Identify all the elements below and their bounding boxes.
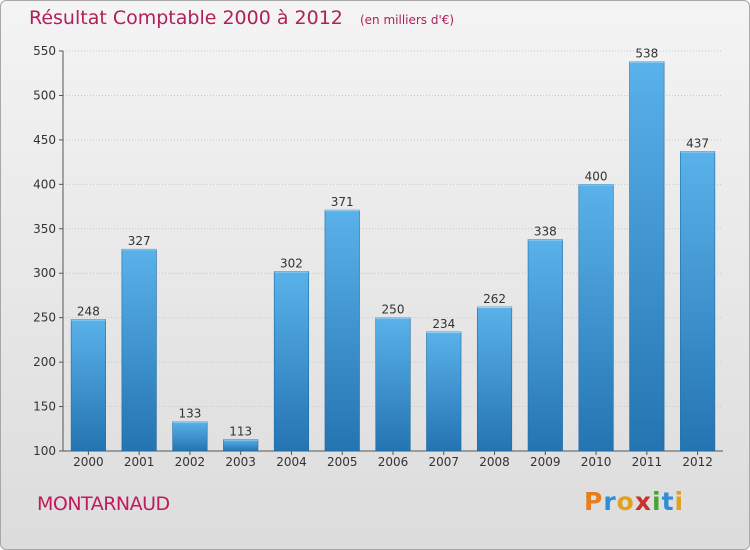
logo-letter: i [674, 487, 685, 516]
chart-title: Résultat Comptable 2000 à 2012 [29, 7, 343, 29]
bar [476, 306, 513, 452]
x-tick-label: 2010 [581, 455, 612, 469]
bar-value-label: 437 [686, 136, 709, 150]
y-tick-label: 550 [33, 44, 56, 58]
bar [426, 331, 462, 452]
y-tick-label: 100 [33, 444, 56, 458]
bar-value-label: 234 [432, 317, 455, 331]
logo-letter: t [661, 487, 675, 516]
x-tick-label: 2007 [428, 455, 459, 469]
proxiti-logo: Proxiti [584, 487, 684, 516]
x-tick-label: 2008 [479, 455, 510, 469]
bar-value-label: 248 [77, 304, 100, 318]
logo-letter: P [584, 487, 604, 516]
bar [375, 317, 411, 452]
bar-value-label: 338 [534, 224, 557, 238]
bar [70, 319, 106, 452]
place-name: MONTARNAUD [37, 493, 170, 515]
bar-value-label: 133 [178, 407, 201, 421]
logo-letter: o [616, 487, 635, 516]
x-tick-label: 2003 [225, 455, 256, 469]
bar-value-label: 113 [229, 424, 252, 438]
x-tick-label: 2004 [276, 455, 307, 469]
bar [680, 151, 716, 452]
bar [578, 184, 614, 452]
y-tick-label: 350 [33, 222, 56, 236]
bar [223, 439, 259, 452]
bar-value-label: 302 [280, 256, 303, 270]
bar-value-label: 538 [635, 47, 658, 61]
bar-value-label: 327 [128, 234, 151, 248]
x-tick-label: 2012 [682, 455, 713, 469]
bar [273, 271, 310, 452]
logo-letter: x [634, 487, 652, 516]
y-tick-label: 450 [33, 133, 56, 147]
bar-value-label: 371 [331, 195, 354, 209]
x-tick-label: 2005 [327, 455, 358, 469]
x-tick-label: 2011 [632, 455, 663, 469]
bar-value-label: 262 [483, 292, 506, 306]
bar [629, 61, 665, 452]
logo-letter: i [652, 487, 662, 516]
y-tick-label: 400 [33, 177, 56, 191]
x-tick-label: 2006 [378, 455, 409, 469]
x-tick-label: 2001 [124, 455, 155, 469]
chart-unit: (en milliers d'€) [359, 13, 455, 27]
y-tick-label: 250 [33, 311, 56, 325]
x-tick-label: 2000 [73, 455, 104, 469]
y-tick-label: 150 [33, 400, 56, 414]
x-tick-label: 2002 [175, 455, 206, 469]
chart-title-block: Résultat Comptable 2000 à 2012 (en milli… [29, 7, 454, 29]
bar-value-label: 250 [382, 303, 405, 317]
bar [527, 239, 563, 452]
bar [121, 248, 157, 452]
x-tick-label: 2009 [530, 455, 561, 469]
bar [172, 421, 208, 452]
logo-letter: r [603, 487, 617, 516]
bar-value-label: 400 [585, 169, 608, 183]
bar [324, 209, 360, 452]
y-tick-label: 200 [33, 355, 56, 369]
y-tick-label: 300 [33, 266, 56, 280]
y-tick-label: 500 [33, 88, 56, 102]
